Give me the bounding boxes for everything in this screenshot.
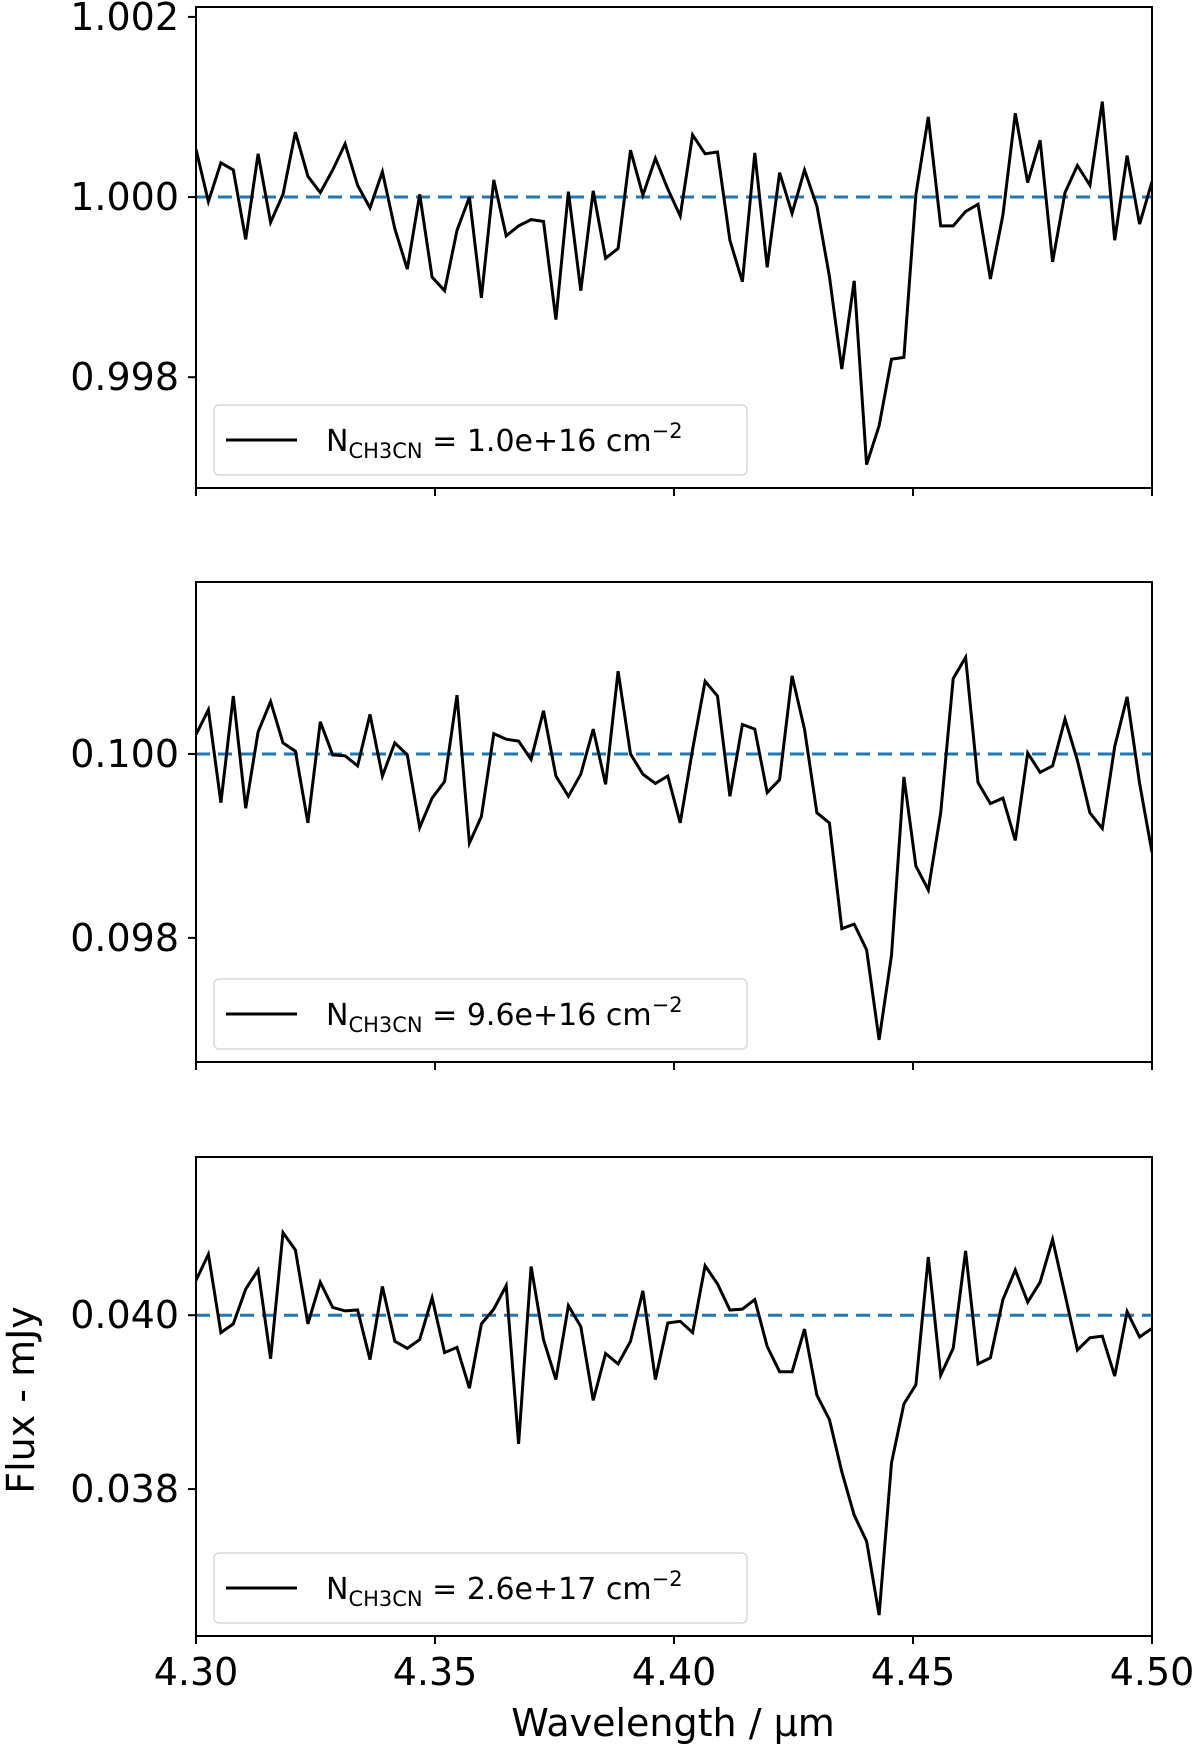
legend-box [213,978,748,1050]
legend-box [213,1552,748,1624]
y-tick-label: 0.038 [70,1467,179,1511]
x-tick-label: 4.35 [393,1650,478,1694]
panel-3: 0.038 0.040 4.30 4.35 4.40 4.45 4.50 NCH3CN = 2… [70,1156,1195,1694]
x-tick-label: 4.40 [632,1650,717,1694]
y-tick-label: 1.002 [70,0,179,39]
spectrum-line [196,652,1152,1041]
x-tick-label: 4.30 [154,1650,239,1694]
x-tick-label: 4.50 [1110,1650,1195,1694]
x-tick-label: 4.45 [871,1650,956,1694]
legend: NCH3CN = 1.0e+16 cm−2 [213,404,748,476]
y-tick-label: 0.998 [70,355,179,399]
y-tick-label: 0.098 [70,916,179,960]
y-tick-label: 1.000 [70,175,179,219]
y-tick-label: 0.040 [70,1293,179,1337]
y-axis-label: Flux - mJy [0,1306,43,1494]
legend: NCH3CN = 9.6e+16 cm−2 [213,978,748,1050]
x-axis-label: Wavelength / μm [511,1701,835,1745]
legend-label: NCH3CN = 9.6e+16 cm−2 [326,993,683,1037]
panel-1: 0.998 1.000 1.002 NCH3CN = 1.0e+16 cm−2 [70,0,1153,496]
spectrum-line [196,1228,1152,1616]
legend-label: NCH3CN = 1.0e+16 cm−2 [326,419,683,463]
legend: NCH3CN = 2.6e+17 cm−2 [213,1552,748,1624]
spectrum-line [196,101,1152,466]
y-tick-label: 0.100 [70,732,179,776]
legend-label: NCH3CN = 2.6e+17 cm−2 [326,1567,683,1611]
legend-box [213,404,748,476]
panel-2: 0.098 0.100 NCH3CN = 9.6e+16 cm−2 [70,581,1153,1070]
